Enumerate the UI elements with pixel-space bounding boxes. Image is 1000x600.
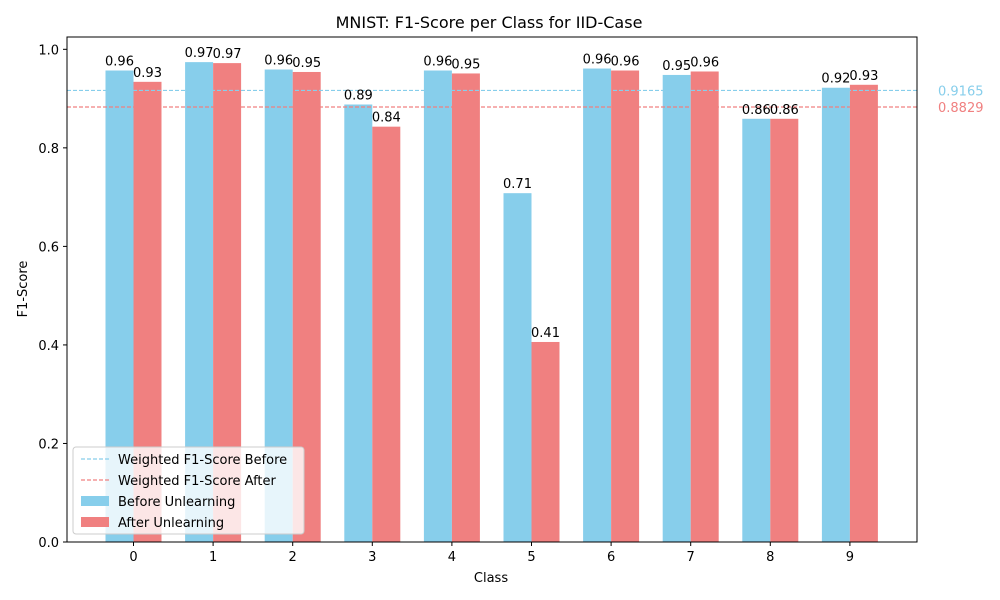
data-label-after-class-7: 0.96 — [690, 55, 719, 70]
bar-before-class-6 — [583, 68, 612, 542]
bars-layer — [105, 62, 878, 543]
data-label-after-class-4: 0.95 — [451, 57, 480, 72]
x-tick-label-8: 8 — [766, 550, 774, 565]
x-axis-label: Class — [474, 571, 508, 586]
legend-label-weighted-after: Weighted F1-Score After — [118, 474, 277, 489]
legend-label-weighted-before: Weighted F1-Score Before — [118, 453, 287, 468]
reference-lines-layer: 0.9165 0.8829 — [67, 84, 984, 116]
data-label-before-class-0: 0.96 — [105, 55, 134, 70]
legend-label-after-unlearning: After Unlearning — [118, 516, 224, 531]
y-tick-label: 1.0 — [38, 43, 59, 58]
reference-value-after: 0.8829 — [938, 101, 984, 116]
bar-after-class-5 — [531, 341, 560, 542]
data-label-before-class-4: 0.96 — [423, 55, 452, 70]
bar-after-class-9 — [849, 84, 878, 542]
x-tick-label-1: 1 — [209, 550, 217, 565]
legend-swatch-before-unlearning — [81, 496, 109, 506]
data-label-before-class-6: 0.96 — [583, 53, 612, 68]
legend-label-before-unlearning: Before Unlearning — [118, 495, 235, 510]
data-label-before-class-1: 0.97 — [185, 46, 214, 61]
bar-before-class-5 — [503, 193, 532, 542]
chart-title: MNIST: F1-Score per Class for IID-Case — [336, 13, 643, 32]
data-label-after-class-9: 0.93 — [849, 69, 878, 84]
bar-after-class-6 — [611, 70, 640, 542]
bar-before-class-4 — [423, 70, 452, 542]
bar-after-class-4 — [451, 73, 480, 543]
bar-before-class-7 — [662, 74, 691, 542]
data-label-before-class-3: 0.89 — [344, 88, 373, 103]
data-label-after-class-3: 0.84 — [372, 111, 401, 126]
reference-value-before: 0.9165 — [938, 84, 984, 99]
data-label-before-class-2: 0.96 — [264, 54, 293, 69]
bar-before-class-9 — [821, 87, 850, 542]
legend-box — [72, 446, 305, 535]
x-tick-label-9: 9 — [846, 550, 854, 565]
plot-frame — [66, 36, 918, 543]
x-tick-label-4: 4 — [448, 550, 456, 565]
bar-before-class-3 — [344, 104, 373, 542]
data-label-after-class-6: 0.96 — [611, 55, 640, 70]
x-tick-label-5: 5 — [527, 550, 535, 565]
axes-layer: 0.0 0.2 0.4 0.6 0.8 1.0 0 1 2 3 4 5 6 7 8 9 — [38, 36, 918, 565]
bar-after-class-3 — [372, 126, 401, 543]
bar-after-class-8 — [770, 118, 799, 542]
bar-after-class-7 — [690, 71, 719, 543]
data-label-after-class-1: 0.97 — [213, 47, 242, 62]
data-label-before-class-8: 0.86 — [742, 103, 771, 118]
data-label-before-class-9: 0.92 — [821, 72, 850, 87]
legend: Weighted F1-Score Before Weighted F1-Scor… — [72, 446, 305, 535]
data-label-after-class-8: 0.86 — [770, 103, 799, 118]
data-label-before-class-7: 0.95 — [662, 59, 691, 74]
data-label-after-class-5: 0.41 — [531, 326, 560, 341]
y-tick-label: 0.2 — [38, 437, 59, 452]
x-tick-label-2: 2 — [289, 550, 297, 565]
legend-swatch-after-unlearning — [81, 517, 109, 527]
x-tick-label-3: 3 — [368, 550, 376, 565]
y-tick-label: 0.0 — [38, 536, 59, 551]
x-tick-label-0: 0 — [129, 550, 137, 565]
data-label-after-class-0: 0.93 — [133, 66, 162, 81]
data-labels-layer: 0.960.97 0.960.890.960.710.96 0.950.860.92… — [105, 46, 878, 341]
x-tick-label-6: 6 — [607, 550, 615, 565]
bar-before-class-8 — [742, 118, 771, 542]
x-tick-label-7: 7 — [687, 550, 695, 565]
y-axis-label: F1-Score — [16, 261, 31, 318]
y-tick-label: 0.6 — [38, 240, 59, 255]
y-tick-label: 0.4 — [38, 339, 59, 354]
data-label-before-class-5: 0.71 — [503, 177, 532, 192]
y-tick-label: 0.8 — [38, 142, 59, 157]
data-label-after-class-2: 0.95 — [292, 56, 321, 71]
